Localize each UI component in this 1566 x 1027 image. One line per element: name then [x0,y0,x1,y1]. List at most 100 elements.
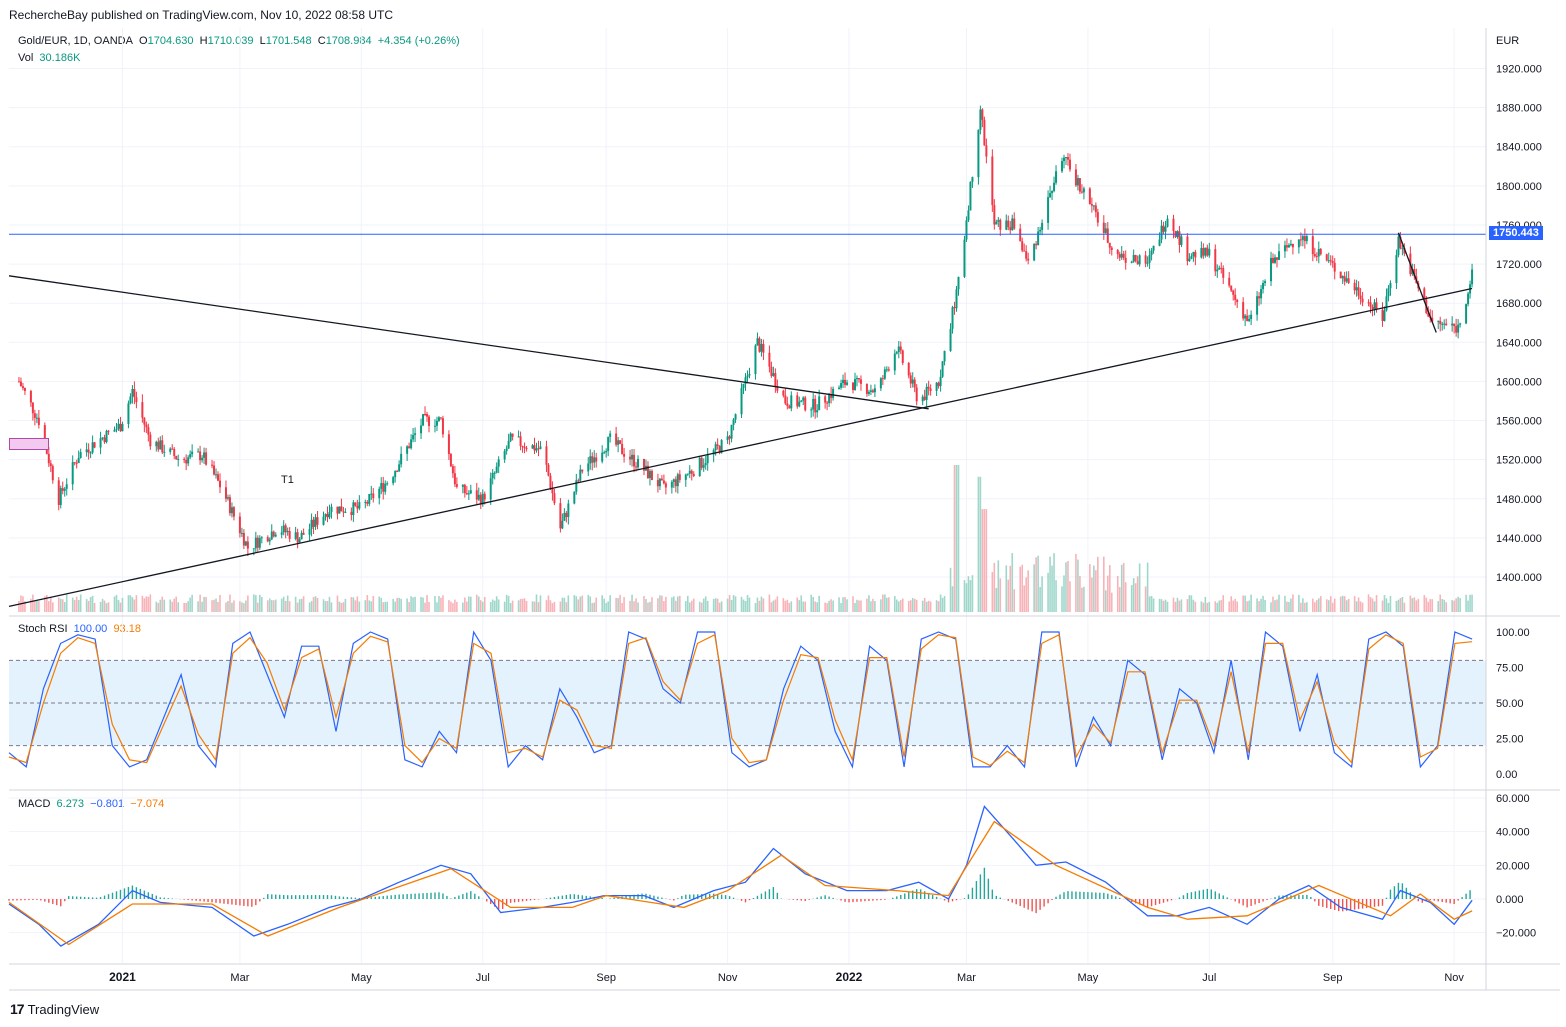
volume-bar [215,598,217,612]
volume-bar [356,596,359,612]
vol-label[interactable]: Vol [18,52,34,64]
macd-hist-bar [322,895,325,899]
candle-body [1341,276,1344,279]
volume-bar [999,578,1002,612]
macd-hist-bar [1134,899,1137,904]
candle-body [1347,278,1350,283]
candle-body [607,436,610,451]
candle-body [1166,218,1169,227]
volume-bar [1069,581,1071,612]
macd-hist-bar [259,899,261,902]
macd-hist-bar [64,899,66,902]
macd-hist-bar [776,892,779,899]
marker-box[interactable] [9,438,49,450]
candle-body [414,433,417,435]
candle-body [983,119,986,146]
macd-hist-bar [1326,899,1328,908]
volume-bar [810,594,812,612]
price-tick-label: 1680.000 [1496,298,1542,310]
macd-hist-bar [1182,895,1185,899]
volume-bar [462,602,464,612]
macd-hist-bar [402,894,404,899]
macd-hist-bar [310,895,313,899]
candle-body [240,532,243,534]
candle-body [1007,220,1010,228]
volume-bar [1192,599,1195,612]
macd-hist-bar [60,899,62,907]
candle-body [1317,248,1320,257]
macd-hist-bar [1377,899,1380,907]
volume-bar [1423,595,1426,612]
candle-body [266,537,269,542]
volume-bar [1081,587,1083,612]
candle-body [1353,282,1356,291]
macd-hist-bar [123,888,126,899]
volume-bar [826,603,828,612]
candle-body [1451,323,1454,326]
macd-hist-bar [613,897,615,899]
candle-body [1260,289,1263,299]
volume-bar [93,602,96,612]
volume-bar [145,596,148,612]
volume-bar [607,601,609,612]
candle-body [1186,236,1189,262]
candle-body [479,494,482,505]
macd-hist-bar [1206,888,1209,899]
volume-bar [483,596,486,612]
candle-body [378,488,381,499]
candle-body [1387,288,1390,297]
macd-label[interactable]: MACD [18,798,51,810]
volume-bar [378,596,381,612]
macd-hist-bar [426,892,428,899]
macd-hist-bar [171,898,173,899]
volume-bar [1341,595,1344,612]
candle-body [143,417,146,425]
candle-body [533,445,536,451]
volume-bar [866,598,868,612]
candle-body [133,388,136,398]
symbol-label[interactable]: Gold/EUR, 1D, OANDA [18,35,133,47]
volume-bar [1222,595,1225,612]
candle-body [1270,257,1273,282]
macd-hist-bar [450,898,452,899]
candle-body [428,416,431,427]
macd-tick-label: 0.000 [1496,894,1524,906]
volume-bar [1389,595,1392,612]
macd-hist-bar [1166,899,1169,902]
volume-bar [1228,601,1231,612]
stoch-label[interactable]: Stoch RSI [18,623,68,635]
macd-hist-bar [529,899,532,901]
macd-hist-bar [1186,893,1189,899]
macd-hist-bar [1278,895,1280,899]
macd-hist-bar [1330,899,1332,909]
tradingview-logo[interactable]: 17 TradingView [10,1001,99,1017]
macd-hist-bar [91,897,94,899]
macd-hist-bar [708,893,711,899]
volume-bar [1120,564,1123,612]
volume-bar [786,599,789,612]
macd-hist-bar [271,894,273,899]
volume-bar [282,596,285,612]
candle-body [511,433,514,437]
candle-body [762,344,765,353]
volume-bar [547,595,550,612]
volume-bar [1122,562,1125,612]
candle-body [852,382,854,391]
volume-bar [651,597,653,612]
candle-body [1373,302,1376,310]
candle-body [802,397,805,401]
volume-bar [73,600,76,612]
volume-bar [1300,602,1302,612]
volume-bar [963,580,966,612]
volume-bar [521,598,524,612]
volume-bar [1429,599,1432,612]
candle-body [648,470,651,479]
price-tick-label: 1840.000 [1496,142,1542,154]
macd-hist-bar [935,896,938,899]
stoch-d-line [8,633,1473,767]
volume-bar [983,509,986,612]
macd-hist-bar [1254,899,1256,905]
candle-body [871,390,874,393]
candle-body [1025,251,1028,259]
